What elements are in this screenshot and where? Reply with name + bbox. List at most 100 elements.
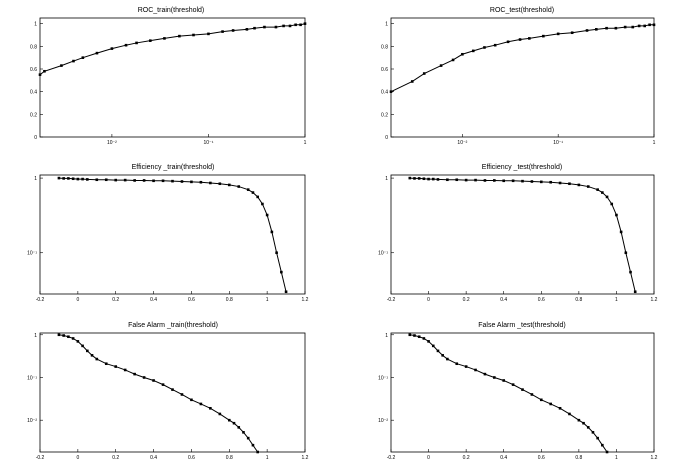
x-tick-label: 0 xyxy=(76,297,79,303)
data-point xyxy=(104,362,108,366)
data-point xyxy=(427,340,430,343)
x-tick-label: 0.6 xyxy=(538,297,545,303)
data-point xyxy=(605,26,608,30)
data-point xyxy=(149,39,152,42)
data-point xyxy=(464,178,468,182)
data-point xyxy=(556,32,560,36)
data-point xyxy=(455,362,459,366)
data-point xyxy=(124,43,128,47)
data-point xyxy=(506,40,510,44)
panel-false-alarm-train: False Alarm _train(threshold) xyxy=(39,322,306,453)
data-point xyxy=(231,29,235,32)
x-tick-label: 1.2 xyxy=(302,297,309,303)
x-tick-label: 10⁻¹ xyxy=(204,140,214,146)
data-point xyxy=(417,177,421,180)
data-point xyxy=(275,251,278,255)
data-point xyxy=(521,388,524,391)
data-point xyxy=(81,177,84,181)
data-point xyxy=(123,178,127,182)
series-line xyxy=(390,24,654,93)
x-tick-label: 0.6 xyxy=(188,297,195,303)
data-point xyxy=(256,195,259,199)
data-point xyxy=(67,335,70,339)
data-point xyxy=(558,181,562,185)
data-point xyxy=(178,34,181,38)
data-point xyxy=(152,179,155,183)
data-point xyxy=(596,188,599,191)
data-point xyxy=(237,426,241,429)
data-point xyxy=(95,51,99,55)
x-tick-label: 0 xyxy=(427,297,430,303)
x-tick-label: 1 xyxy=(615,455,618,461)
data-point xyxy=(549,180,552,184)
y-tick-label: 1 xyxy=(385,333,388,339)
chart-title: Efficiency _test(threshold) xyxy=(482,164,562,171)
x-tick-label: -0.2 xyxy=(387,297,396,303)
data-point xyxy=(518,38,522,41)
panel-roc-train: ROC_train(threshold) xyxy=(39,7,306,138)
data-point xyxy=(455,178,459,182)
data-point xyxy=(568,412,571,416)
data-point xyxy=(389,90,393,93)
data-point xyxy=(577,418,581,422)
data-point xyxy=(410,80,414,83)
data-point xyxy=(595,28,598,31)
x-tick-label: 0.4 xyxy=(500,455,507,461)
data-point xyxy=(530,180,534,183)
y-tick-label: 1 xyxy=(34,176,37,182)
x-tick-label: -0.2 xyxy=(36,297,45,303)
data-point xyxy=(67,177,70,180)
data-point xyxy=(461,52,464,56)
panel-efficiency-test: Efficiency _test(threshold) xyxy=(390,164,655,295)
x-tick-label: -0.2 xyxy=(36,455,45,461)
data-point xyxy=(408,176,412,180)
data-point xyxy=(288,24,292,28)
data-point xyxy=(282,24,285,28)
data-point xyxy=(417,335,421,339)
data-point xyxy=(190,398,193,402)
data-point xyxy=(180,393,184,396)
data-point xyxy=(493,179,496,182)
y-tick-label: 0 xyxy=(34,135,37,141)
data-point xyxy=(209,406,212,410)
data-point xyxy=(633,290,637,294)
data-point xyxy=(493,376,496,379)
data-point xyxy=(601,191,604,194)
data-point xyxy=(605,195,609,199)
data-point xyxy=(256,450,259,454)
data-point xyxy=(71,177,75,181)
x-tick-label: 1 xyxy=(304,140,307,146)
series-line xyxy=(39,23,306,76)
data-point xyxy=(431,344,435,348)
x-tick-label: 0.2 xyxy=(112,455,119,461)
y-tick-label: 0.8 xyxy=(381,44,388,50)
y-tick-label: 0.6 xyxy=(30,67,37,73)
y-tick-label: 0.6 xyxy=(381,67,388,73)
data-point xyxy=(427,177,430,181)
data-point xyxy=(511,383,515,386)
data-point xyxy=(471,49,475,53)
data-point xyxy=(502,379,506,382)
data-point xyxy=(76,177,80,181)
x-tick-label: 0.6 xyxy=(538,455,545,461)
x-tick-label: 10⁻¹ xyxy=(553,140,563,146)
x-tick-label: 0.2 xyxy=(463,297,470,303)
data-point xyxy=(90,354,94,357)
data-point xyxy=(280,270,283,274)
data-point xyxy=(161,383,165,386)
data-point xyxy=(586,185,590,188)
y-tick-label: 10⁻² xyxy=(27,418,37,424)
x-tick-label: 0.4 xyxy=(500,297,507,303)
data-point xyxy=(483,46,486,49)
data-point xyxy=(570,31,574,35)
y-tick-label: 0.2 xyxy=(30,112,37,118)
data-point xyxy=(81,56,85,59)
x-tick-label: 0.2 xyxy=(463,455,470,461)
x-tick-label: 0.8 xyxy=(226,455,233,461)
data-point xyxy=(643,24,647,28)
x-tick-label: 0.8 xyxy=(226,297,233,303)
x-tick-label: 0.4 xyxy=(150,455,157,461)
data-point xyxy=(245,28,249,31)
x-tick-label: 1 xyxy=(615,297,618,303)
data-point xyxy=(439,64,443,67)
